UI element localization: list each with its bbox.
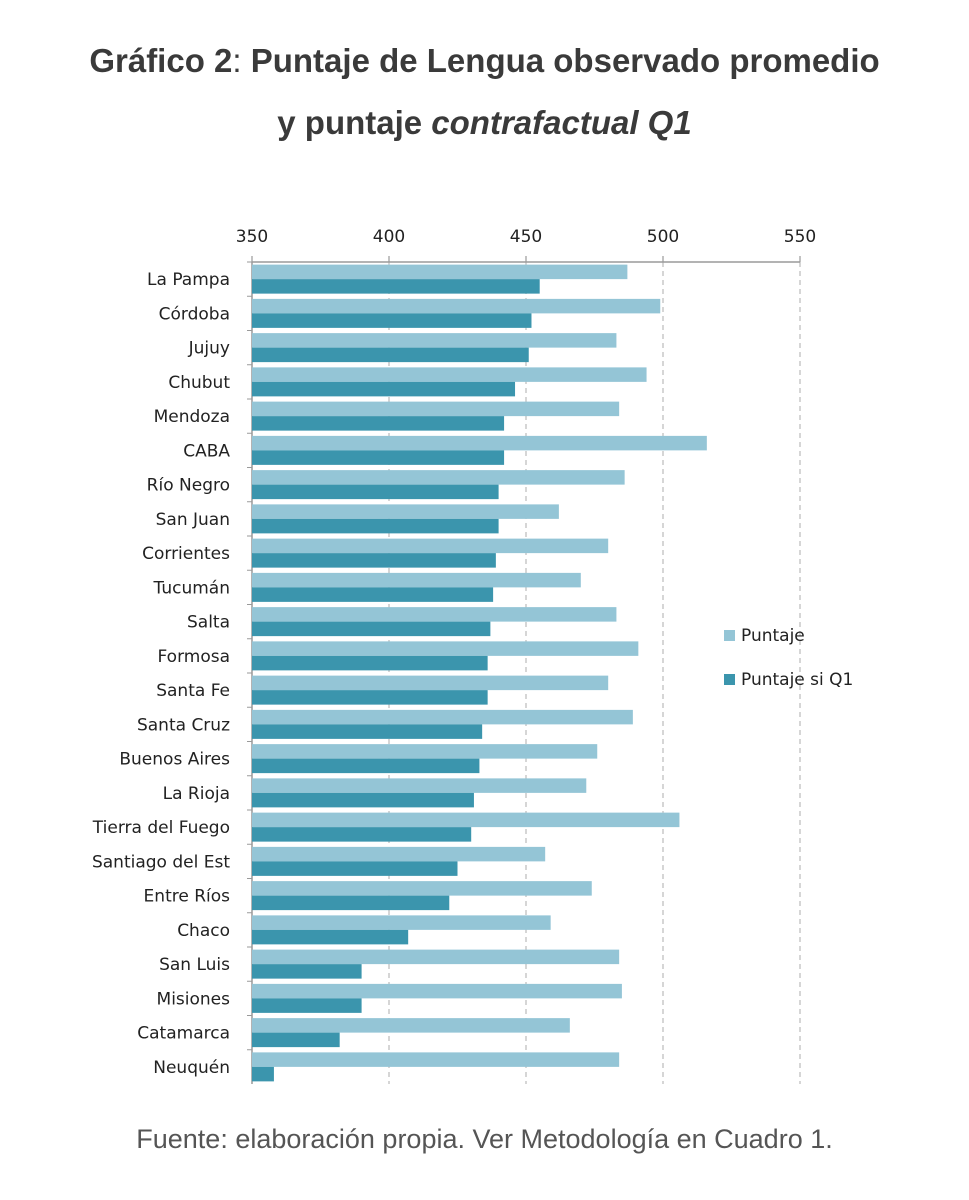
bar-puntaje bbox=[252, 675, 609, 691]
category-label: Chubut bbox=[168, 373, 230, 393]
title-separator: : bbox=[232, 42, 251, 79]
x-tick-label: 350 bbox=[236, 227, 268, 247]
bar-puntaje-q1 bbox=[252, 450, 505, 465]
bar-puntaje-q1 bbox=[252, 792, 474, 808]
bar-puntaje bbox=[252, 333, 617, 348]
bar-puntaje bbox=[252, 709, 633, 725]
bar-puntaje-q1 bbox=[252, 313, 532, 328]
bar-puntaje bbox=[252, 504, 559, 519]
bar-puntaje bbox=[252, 915, 551, 930]
bar-puntaje-q1 bbox=[252, 929, 409, 945]
bar-puntaje bbox=[252, 983, 622, 999]
category-label: Jujuy bbox=[188, 339, 230, 359]
bar-puntaje bbox=[252, 538, 609, 554]
bar-puntaje-q1 bbox=[252, 484, 499, 500]
category-label: Misiones bbox=[157, 989, 231, 1009]
legend-label: Puntaje bbox=[741, 626, 805, 646]
bar-puntaje-q1 bbox=[252, 518, 499, 534]
category-label: Córdoba bbox=[159, 304, 230, 324]
category-label: CABA bbox=[183, 441, 230, 461]
category-label: Tierra del Fuego bbox=[92, 818, 230, 838]
x-tick-label: 450 bbox=[510, 227, 542, 247]
legend-label: Puntaje si Q1 bbox=[741, 670, 853, 690]
category-label: Entre Ríos bbox=[144, 887, 231, 907]
bar-puntaje bbox=[252, 401, 620, 417]
bar-puntaje-q1 bbox=[252, 998, 362, 1013]
category-label: Santiago del Est bbox=[92, 852, 230, 872]
bar-puntaje bbox=[252, 949, 620, 965]
bar-puntaje bbox=[252, 264, 628, 280]
bar-puntaje-q1 bbox=[252, 279, 540, 294]
category-label: Salta bbox=[187, 613, 230, 633]
category-label: Santa Cruz bbox=[137, 715, 230, 735]
bar-puntaje-q1 bbox=[252, 1066, 274, 1082]
bar-puntaje bbox=[252, 435, 707, 451]
chart-title-line-1: Gráfico 2: Puntaje de Lengua observado p… bbox=[0, 42, 969, 80]
chart-number: Gráfico 2 bbox=[89, 42, 233, 79]
x-tick-label: 400 bbox=[373, 227, 405, 247]
bar-puntaje bbox=[252, 572, 581, 588]
category-label: La Rioja bbox=[163, 784, 230, 804]
bar-puntaje bbox=[252, 641, 639, 656]
bar-puntaje-q1 bbox=[252, 655, 488, 671]
bar-puntaje bbox=[252, 778, 587, 793]
bar-puntaje-q1 bbox=[252, 381, 516, 397]
bar-chart: 350 400 450 500 550 La Pampa Córdoba Jujuy Chubu… bbox=[92, 227, 853, 1084]
title-line-2-italic: contrafactual Q1 bbox=[431, 104, 692, 141]
bar-puntaje-q1 bbox=[252, 861, 458, 876]
bar-puntaje bbox=[252, 744, 598, 759]
bar-puntaje bbox=[252, 470, 625, 485]
bar-puntaje bbox=[252, 881, 592, 896]
category-label: Río Negro bbox=[147, 476, 230, 496]
bar-puntaje bbox=[252, 1018, 570, 1033]
title-line-2-text: y puntaje bbox=[277, 104, 432, 141]
chart-title-line-2: y puntaje contrafactual Q1 bbox=[0, 104, 969, 142]
bar-puntaje-q1 bbox=[252, 347, 529, 363]
bar-puntaje bbox=[252, 1052, 620, 1067]
bar-puntaje-q1 bbox=[252, 724, 483, 739]
category-label: Formosa bbox=[158, 647, 231, 667]
category-label: Corrientes bbox=[142, 544, 230, 564]
bar-puntaje-q1 bbox=[252, 553, 496, 568]
category-label: La Pampa bbox=[147, 270, 230, 290]
category-label: Chaco bbox=[177, 921, 230, 941]
bar-puntaje-q1 bbox=[252, 964, 362, 979]
source-note: Fuente: elaboración propia. Ver Metodolo… bbox=[136, 1124, 833, 1154]
bar-puntaje-q1 bbox=[252, 621, 491, 637]
category-label: Mendoza bbox=[154, 407, 230, 427]
legend-swatch-puntaje bbox=[724, 630, 735, 641]
bar-puntaje bbox=[252, 812, 680, 828]
x-tick-label: 500 bbox=[647, 227, 679, 247]
category-label: Tucumán bbox=[153, 578, 230, 598]
bar-puntaje-q1 bbox=[252, 416, 505, 431]
bar-puntaje-q1 bbox=[252, 895, 450, 911]
bar-puntaje-q1 bbox=[252, 758, 480, 774]
category-label: Santa Fe bbox=[156, 681, 230, 701]
bar-puntaje-q1 bbox=[252, 827, 472, 842]
bar-puntaje-q1 bbox=[252, 690, 488, 705]
bar-puntaje bbox=[252, 367, 647, 382]
bar-puntaje bbox=[252, 607, 617, 622]
category-label: Buenos Aires bbox=[119, 750, 230, 770]
category-label: Catamarca bbox=[137, 1024, 230, 1044]
bar-puntaje-q1 bbox=[252, 587, 494, 602]
x-tick-label: 550 bbox=[784, 227, 816, 247]
category-label: Neuquén bbox=[153, 1058, 230, 1078]
category-label: San Juan bbox=[156, 510, 230, 530]
bar-puntaje-q1 bbox=[252, 1032, 340, 1048]
category-label: San Luis bbox=[159, 955, 230, 975]
legend-swatch-puntaje-q1 bbox=[724, 674, 735, 685]
bar-puntaje bbox=[252, 846, 546, 862]
title-line-1-text: Puntaje de Lengua observado promedio bbox=[250, 42, 880, 79]
bar-puntaje bbox=[252, 298, 661, 314]
